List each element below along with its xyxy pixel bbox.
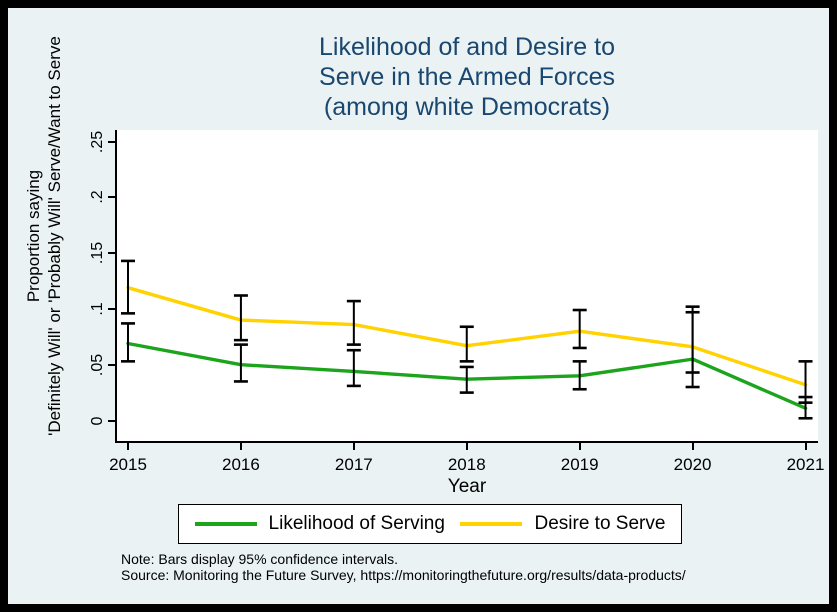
x-tick-mark [465, 443, 468, 450]
legend-item-desire: Desire to Serve [460, 513, 665, 535]
x-tick-mark [352, 443, 355, 450]
y-tick-mark [108, 252, 115, 255]
y-axis-title-line: 'Definitely Will' or 'Probably Will' Ser… [45, 36, 64, 436]
legend-label: Desire to Serve [534, 513, 666, 534]
x-tick-mark [691, 443, 694, 450]
legend-line-swatch-green [194, 522, 257, 526]
x-tick-label: 2018 [447, 455, 486, 474]
x-tick-label: 2016 [221, 455, 260, 474]
x-tick-label: 2021 [786, 455, 825, 474]
y-tick-mark [108, 140, 115, 143]
y-axis-title-line: Proportion saying [24, 169, 43, 303]
x-tick-mark [239, 443, 242, 450]
y-tick-label: 0 [89, 416, 106, 425]
note-line: Note: Bars display 95% confidence interv… [121, 551, 399, 567]
x-tick-label: 2015 [109, 455, 147, 474]
x-axis-title: Year [447, 476, 487, 497]
legend: Likelihood of Serving Desire to Serve [178, 504, 682, 544]
y-tick-mark [108, 196, 115, 199]
y-tick-label: .25 [89, 130, 106, 153]
y-tick-label: .15 [89, 241, 106, 265]
y-axis-line [115, 130, 117, 443]
source-line: Source: Monitoring the Future Survey, ht… [121, 567, 686, 583]
x-tick-label: 2020 [673, 455, 712, 474]
legend-label: Likelihood of Serving [268, 513, 445, 534]
x-tick-label: 2019 [560, 455, 599, 474]
y-tick-label: .2 [89, 190, 106, 204]
plot-svg [121, 259, 813, 420]
chart-title: Likelihood of and Desire to Serve in the… [116, 32, 818, 122]
legend-item-likelihood: Likelihood of Serving [194, 513, 445, 535]
x-tick-label: 2017 [334, 455, 373, 474]
x-tick-mark [578, 443, 581, 450]
y-tick-mark [108, 419, 115, 422]
y-tick-label: .1 [89, 302, 106, 316]
x-tick-mark [804, 443, 807, 450]
y-axis-title: Proportion saying 'Definitely Will' or '… [23, 16, 67, 456]
chart-title-line: (among white Democrats) [323, 93, 611, 121]
x-axis-line [115, 441, 818, 443]
y-tick-mark [108, 363, 115, 366]
legend-line-swatch-yellow [460, 522, 523, 526]
y-tick-label: .05 [89, 353, 106, 376]
x-tick-mark [127, 443, 129, 450]
y-tick-mark [108, 307, 115, 310]
chart-notes: Note: Bars display 95% confidence interv… [121, 551, 821, 583]
chart-title-line: Serve in the Armed Forces [319, 63, 615, 91]
chart-title-line: Likelihood of and Desire to [318, 33, 616, 61]
